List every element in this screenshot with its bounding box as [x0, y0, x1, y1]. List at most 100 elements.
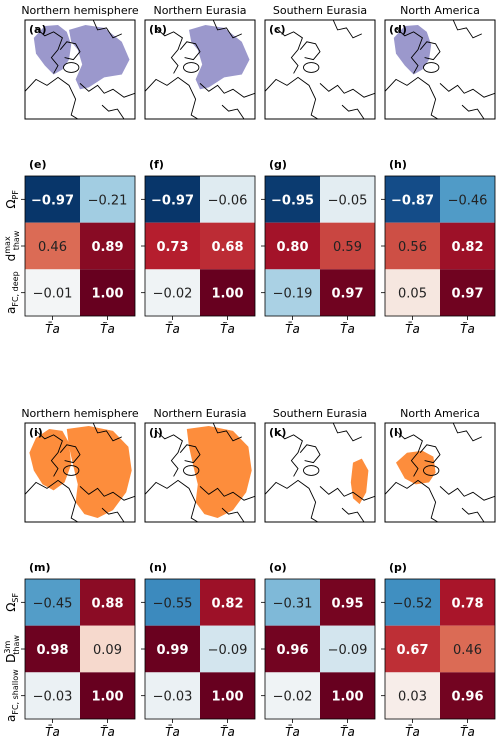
heatmap-cell	[25, 625, 80, 673]
frost-region-fill	[189, 24, 250, 90]
heatmap-cell	[265, 176, 320, 223]
x-tick-label: T̃a	[220, 322, 235, 336]
map-title: Northern Eurasia	[153, 407, 246, 420]
coastline	[221, 507, 245, 522]
cell-value: −0.52	[393, 596, 433, 611]
map-content	[265, 20, 375, 119]
coastline	[419, 41, 441, 61]
map-panel: Southern Eurasia (k)	[264, 407, 376, 523]
cell-value: 0.97	[451, 287, 483, 302]
heatmap-cell	[440, 625, 495, 673]
heatmap-cell	[320, 176, 375, 223]
cell-value: 0.09	[93, 643, 122, 658]
cell-value: −0.01	[33, 287, 73, 302]
coastline	[299, 41, 321, 61]
coastline	[25, 76, 79, 119]
cell-value: −0.02	[153, 287, 193, 302]
cell-value: 0.99	[156, 643, 188, 658]
cell-value: −0.19	[273, 287, 313, 302]
coastline	[419, 444, 441, 464]
cell-value: −0.87	[391, 193, 434, 208]
coastline	[35, 27, 63, 74]
heatmap-cell	[265, 579, 320, 626]
coastline	[63, 62, 80, 73]
heatmap-cell	[25, 579, 80, 626]
coastline	[439, 83, 495, 98]
heatmap-cell	[385, 222, 440, 270]
cell-value: −0.09	[208, 643, 248, 658]
coastline	[199, 486, 255, 501]
coastline	[319, 486, 375, 501]
map-content	[145, 20, 255, 119]
coastline	[423, 465, 440, 476]
cell-value: 1.00	[211, 690, 243, 705]
coastline	[275, 27, 303, 74]
coastline	[145, 76, 199, 119]
row-label: ΩPF	[4, 190, 20, 209]
map-frame	[264, 422, 376, 523]
x-tick-label: T̃a	[100, 322, 115, 336]
cell-value: 0.46	[453, 643, 482, 658]
x-tick-label: T̄a	[45, 322, 60, 336]
map-frame	[384, 19, 496, 120]
coastline	[303, 465, 320, 476]
cell-value: −0.31	[273, 596, 313, 611]
x-tick-label: T̃a	[340, 725, 355, 739]
map-frame	[384, 422, 496, 523]
heatmap-cell	[385, 625, 440, 673]
map-title: Northern hemisphere	[21, 4, 139, 17]
heatmap-cell	[145, 222, 200, 270]
cell-value: 1.00	[91, 287, 123, 302]
cell-value: −0.95	[271, 193, 314, 208]
heatmap-cell	[80, 579, 135, 626]
cell-value: 0.89	[91, 240, 123, 255]
coastline	[423, 62, 440, 73]
panel-label: (i)	[29, 426, 43, 439]
coastline	[59, 444, 81, 464]
heatmap-panel: (e) −0.97 −0.21 0.46 0.89 −0.01 1.00 T̄a T̃a	[21, 158, 136, 336]
panel-label: (k)	[269, 426, 286, 439]
cell-value: 0.05	[398, 287, 427, 302]
frost-region-fill	[69, 24, 130, 90]
heatmap-cell	[265, 672, 320, 720]
map-panel: Northern Eurasia (j)	[144, 407, 256, 523]
cell-value: 0.46	[38, 240, 67, 255]
cell-value: 0.96	[451, 690, 483, 705]
map-frame	[24, 422, 136, 523]
panel-label: (d)	[389, 23, 407, 36]
x-tick-label: T̃a	[340, 322, 355, 336]
coastline	[395, 430, 423, 477]
cell-value: 0.80	[276, 240, 308, 255]
x-tick-label: T̄a	[285, 725, 300, 739]
coastline	[92, 20, 122, 39]
heatmap-cell	[145, 269, 200, 317]
heatmap-cell	[145, 672, 200, 720]
heatmap-cell	[320, 672, 375, 720]
heatmap-cell	[80, 222, 135, 270]
heatmap-cell	[25, 222, 80, 270]
panel-label: (h)	[389, 158, 407, 171]
cell-value: 1.00	[91, 690, 123, 705]
heatmap-cell	[265, 222, 320, 270]
row-label: aFC, deep	[4, 271, 20, 314]
coastline	[265, 76, 319, 119]
cell-value: 0.95	[331, 596, 363, 611]
cell-value: 0.67	[396, 643, 428, 658]
map-title: Northern hemisphere	[21, 407, 139, 420]
heatmap-cell	[440, 222, 495, 270]
heatmap-panel: (o) −0.31 0.95 0.96 −0.09 −0.02 1.00 T̄a T̃a	[261, 561, 376, 739]
panel-label: (l)	[389, 426, 403, 439]
panel-label: (j)	[149, 426, 163, 439]
map-frame	[264, 19, 376, 120]
heatmap-cell	[25, 176, 80, 223]
x-tick-label: T̄a	[45, 725, 60, 739]
x-tick-label: T̄a	[165, 322, 180, 336]
cell-value: 1.00	[331, 690, 363, 705]
heatmap-cell	[265, 269, 320, 317]
coastline	[155, 27, 183, 74]
heatmap-cell	[200, 625, 255, 673]
frost-region-fill	[66, 425, 132, 519]
coastline	[179, 41, 201, 61]
cell-value: −0.45	[33, 596, 73, 611]
cell-value: 0.68	[211, 240, 243, 255]
